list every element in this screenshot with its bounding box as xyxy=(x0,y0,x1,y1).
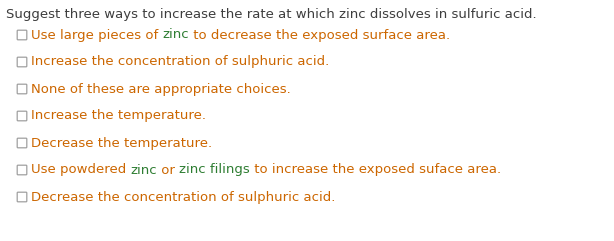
Text: or: or xyxy=(157,163,179,176)
FancyBboxPatch shape xyxy=(17,57,27,67)
Text: Increase the concentration of sulphuric acid.: Increase the concentration of sulphuric … xyxy=(31,55,329,68)
FancyBboxPatch shape xyxy=(17,165,27,175)
FancyBboxPatch shape xyxy=(17,30,27,40)
Text: Decrease the concentration of sulphuric acid.: Decrease the concentration of sulphuric … xyxy=(31,190,335,203)
Text: Use powdered: Use powdered xyxy=(31,163,131,176)
Text: Use large pieces of: Use large pieces of xyxy=(31,28,163,41)
Text: None of these are appropriate choices.: None of these are appropriate choices. xyxy=(31,82,291,95)
Text: zinc filings: zinc filings xyxy=(179,163,250,176)
Text: Decrease the temperature.: Decrease the temperature. xyxy=(31,136,212,149)
FancyBboxPatch shape xyxy=(17,192,27,202)
FancyBboxPatch shape xyxy=(17,111,27,121)
FancyBboxPatch shape xyxy=(17,138,27,148)
Text: Suggest three ways to increase the rate at which zinc dissolves in sulfuric acid: Suggest three ways to increase the rate … xyxy=(6,8,537,21)
Text: zinc: zinc xyxy=(163,28,189,41)
Text: to decrease the exposed surface area.: to decrease the exposed surface area. xyxy=(189,28,450,41)
Text: Increase the temperature.: Increase the temperature. xyxy=(31,109,206,122)
Text: to increase the exposed suface area.: to increase the exposed suface area. xyxy=(250,163,501,176)
Text: zinc: zinc xyxy=(131,163,157,176)
FancyBboxPatch shape xyxy=(17,84,27,94)
